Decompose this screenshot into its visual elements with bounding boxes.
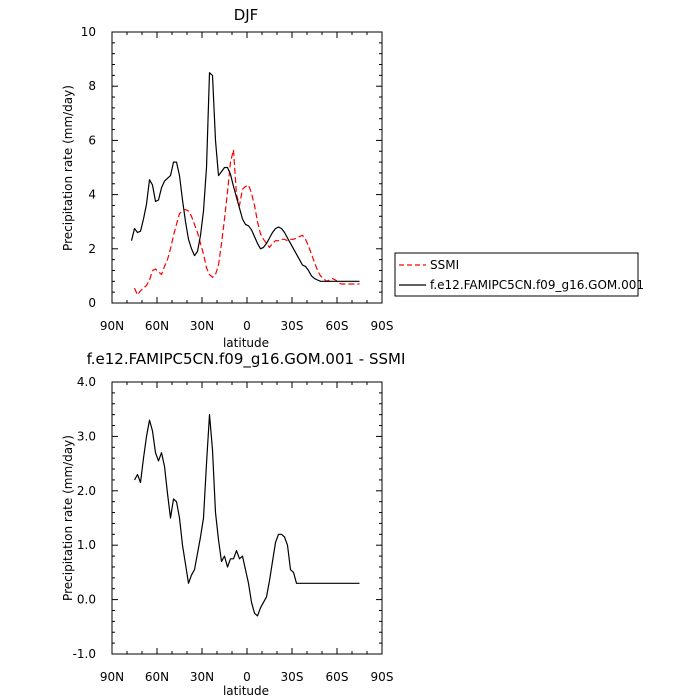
x-tick-label: 30S (281, 670, 304, 684)
x-tick-label: 60S (326, 670, 349, 684)
x-tick-label: 30N (190, 319, 214, 333)
series-line-f-e12-famipc5cn-f09-g16-gom-001-ssmi (133, 414, 360, 617)
legend-label-ssmi: SSMI (430, 258, 459, 272)
chart-title: f.e12.FAMIPC5CN.f09_g16.GOM.001 - SSMI (87, 350, 406, 369)
x-tick-label: 0 (243, 319, 251, 333)
legend-box (394, 252, 639, 297)
y-ticks: 0 2 4 6 8 10 (81, 25, 382, 310)
series-group (133, 414, 360, 617)
x-tick-label: 30N (190, 670, 214, 684)
y-tick-label: 2 (88, 242, 96, 256)
x-tick-label: 90S (371, 670, 394, 684)
series-line-f-e12-famipc5cn-f09-g16-gom-001 (130, 72, 360, 282)
y-axis-label: Precipitation rate (mm/day) (61, 85, 75, 251)
y-tick-label: 0 (88, 296, 96, 310)
x-tick-label: 60N (145, 319, 169, 333)
x-tick-label: 90S (371, 319, 394, 333)
y-tick-label: 4 (88, 188, 96, 202)
y-ticks: -1.0 0.0 1.0 2.0 3.0 4.0 (73, 375, 382, 661)
plot-frame (111, 381, 383, 655)
panel-difference: f.e12.FAMIPC5CN.f09_g16.GOM.001 - SSMI 9… (61, 350, 405, 698)
x-axis-label: latitude (223, 336, 269, 350)
y-tick-label: 4.0 (77, 375, 96, 389)
y-tick-label: 6 (88, 133, 96, 147)
y-axis-label: Precipitation rate (mm/day) (61, 435, 75, 601)
y-tick-label: 3.0 (77, 429, 96, 443)
legend: SSMI f.e12.FAMIPC5CN.f09_g16.GOM.001 (394, 252, 644, 297)
x-ticks: 90N 60N 30N 0 30S 60S 90S (100, 382, 394, 684)
x-tick-label: 90N (100, 670, 124, 684)
y-tick-label: 10 (81, 25, 96, 39)
x-tick-label: 60S (326, 319, 349, 333)
y-tick-label: -1.0 (73, 647, 96, 661)
series-group (130, 72, 360, 296)
chart-title: DJF (234, 6, 259, 24)
x-tick-label: 90N (100, 319, 124, 333)
y-tick-label: 1.0 (77, 538, 96, 552)
series-line-ssmi (133, 149, 360, 296)
x-tick-label: 60N (145, 670, 169, 684)
x-tick-label: 30S (281, 319, 304, 333)
y-tick-label: 0.0 (77, 593, 96, 607)
x-axis-label: latitude (223, 684, 269, 698)
x-tick-label: 0 (243, 670, 251, 684)
legend-label-model: f.e12.FAMIPC5CN.f09_g16.GOM.001 (430, 278, 644, 292)
y-tick-label: 2.0 (77, 484, 96, 498)
y-tick-label: 8 (88, 79, 96, 93)
x-ticks: 90N 60N 30N 0 30S 60S 90S (100, 32, 394, 333)
panel-seasonal-mean: DJF 90N 60N 30N 0 30S 60S 90S 0 2 4 6 8 10 latitude… (61, 6, 644, 350)
plot-frame (111, 31, 383, 304)
